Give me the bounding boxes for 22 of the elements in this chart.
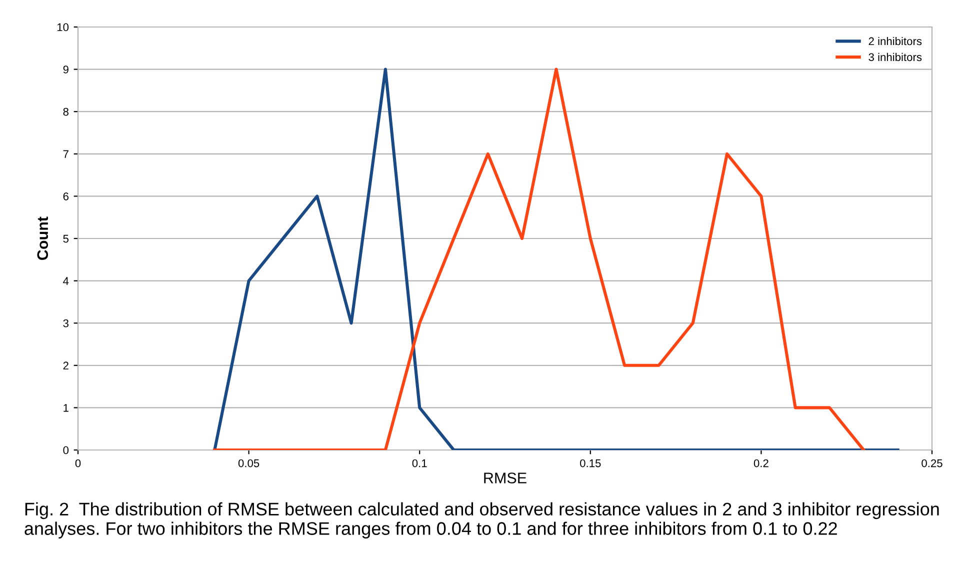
x-tick-label: 0.2 [754,459,768,468]
y-tick-label: 2 [63,362,68,370]
y-tick-label: 0 [63,446,69,454]
y-tick-label: 5 [63,234,69,243]
y-tick-label: 10 [57,23,69,32]
x-tick-label: 0.05 [238,459,260,468]
y-axis-title: Count [37,216,48,260]
y-tick-label: 1 [64,404,68,412]
legend-label: 3 inhibitors [868,52,922,62]
y-tick-label: 6 [63,192,68,200]
x-tick-label: 0.15 [580,459,601,468]
y-tick-label: 4 [63,277,69,285]
x-tick-label: 0 [75,459,81,468]
y-tick-label: 3 [63,319,68,328]
x-tick-label: 0.25 [922,459,942,468]
y-tick-label: 9 [63,66,68,74]
x-axis-title: RMSE [484,472,526,484]
legend-label: 2 inhibitors [868,37,922,46]
y-tick-label: 7 [63,150,68,158]
x-tick-label: 0.1 [412,459,427,468]
y-tick-label: 8 [63,108,68,116]
caption: Fig. 2 The distribution of RMSE between calculated and observed resistance values in 2 and 3 inhibitor regression analyses. For two inhibitors the RMSE ranges from 0.04 to 0.1 and for three inhibitors from 0.1 to 0.22 [24,502,939,539]
